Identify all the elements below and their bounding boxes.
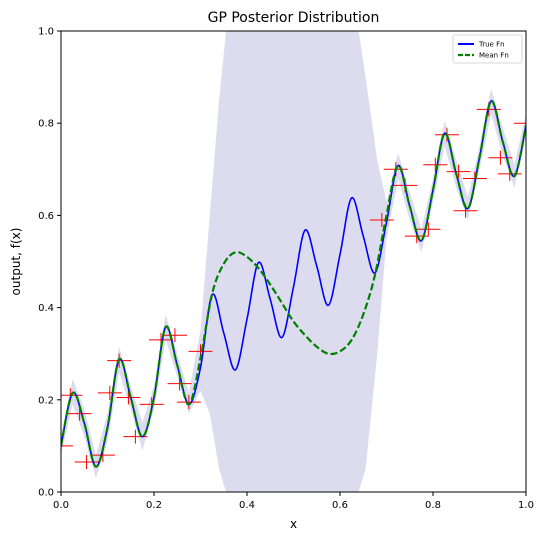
plot-area — [61, 31, 526, 492]
x-axis-label: x — [290, 517, 297, 531]
observation-point — [162, 328, 187, 343]
legend-box — [452, 34, 523, 64]
observation-point — [74, 455, 99, 470]
x-tick-label: 0.2 — [146, 500, 162, 511]
y-tick-label: 1.0 — [38, 27, 54, 38]
y-tick-label: 0.8 — [38, 119, 54, 130]
chart-title: GP Posterior Distribution — [208, 10, 380, 26]
x-tick-label: 0.0 — [53, 500, 69, 511]
axis-ticks: 0.0 0.2 0.4 0.6 0.8 1.0 0.0 0.2 0.4 0.6 0.8 1.0 — [38, 27, 534, 512]
legend: True Fn Mean Fn — [452, 34, 523, 64]
axes-frame — [60, 30, 527, 493]
observation-point — [61, 438, 73, 453]
series-line-mean-fn — [61, 99, 526, 468]
observation-point — [416, 222, 441, 237]
legend-label-true-fn: True Fn — [478, 41, 505, 49]
plot-clip-group — [61, 31, 526, 492]
y-tick-label: 0.0 — [38, 488, 54, 499]
observation-point — [423, 157, 448, 172]
y-axis-label: output, f(x) — [9, 228, 23, 296]
observation-point — [488, 150, 513, 165]
x-tick-label: 0.4 — [239, 500, 255, 511]
y-tick-label: 0.4 — [38, 303, 54, 314]
y-tick-label: 0.6 — [38, 211, 54, 222]
observation-point — [369, 213, 394, 228]
observation-point — [446, 164, 471, 179]
x-tick-label: 1.0 — [518, 500, 534, 511]
uncertainty-band — [61, 31, 526, 492]
y-tick-label: 0.2 — [38, 395, 54, 406]
x-tick-label: 0.6 — [332, 500, 348, 511]
observation-point — [514, 116, 526, 131]
observation-point — [176, 395, 201, 410]
observation-point — [97, 385, 122, 400]
legend-label-mean-fn: Mean Fn — [479, 52, 509, 60]
x-tick-label: 0.8 — [425, 500, 441, 511]
